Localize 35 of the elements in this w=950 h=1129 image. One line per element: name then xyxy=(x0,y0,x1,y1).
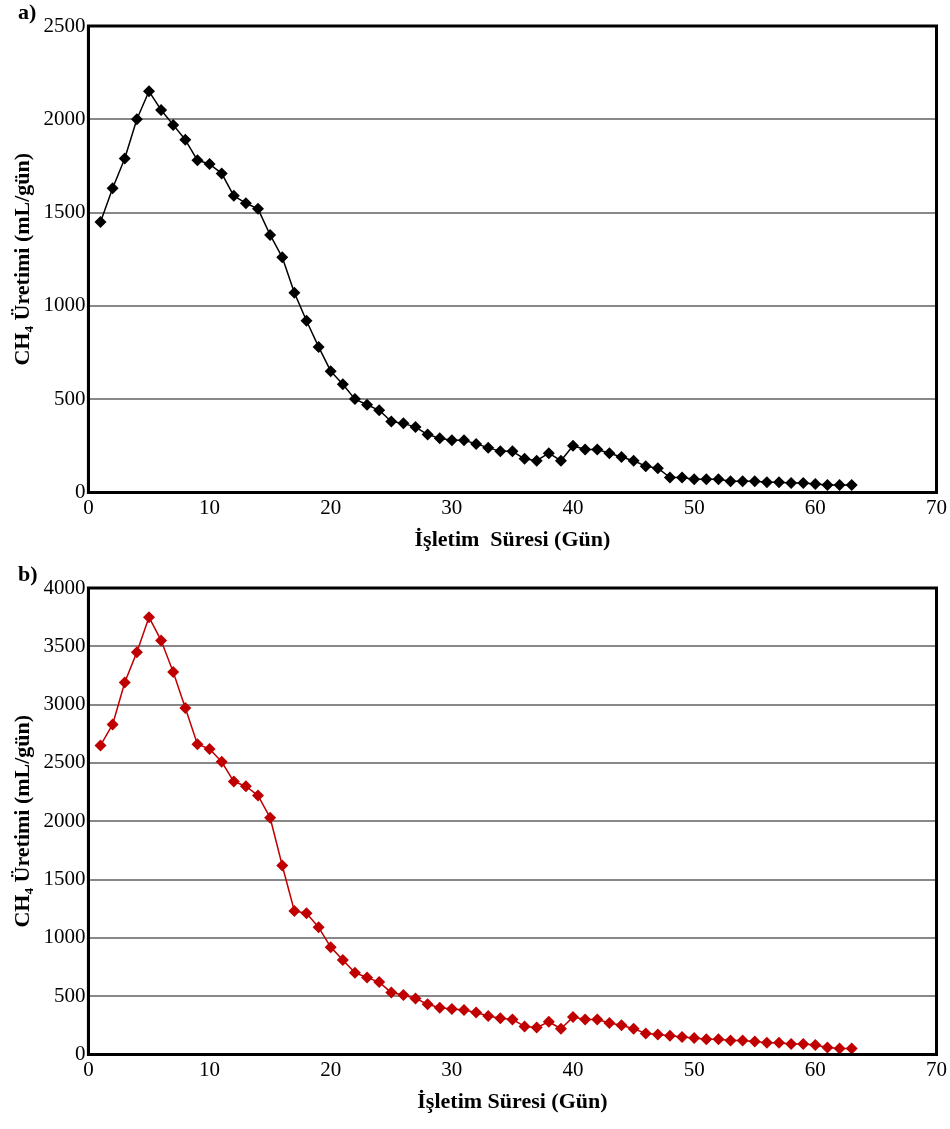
y-tick-label: 1000 xyxy=(43,924,86,949)
x-tick-label: 30 xyxy=(441,494,463,519)
y-tick-label: 500 xyxy=(53,982,86,1007)
y-tick-label: 1000 xyxy=(43,292,86,317)
y-tick-label: 1500 xyxy=(43,199,86,224)
x-tick-label: 20 xyxy=(320,494,342,519)
x-tick-label: 60 xyxy=(804,494,826,519)
x-tick-label: 50 xyxy=(683,494,705,519)
x-axis-title: İşletim Süresi (Gün) xyxy=(417,1088,608,1114)
y-tick-label: 2000 xyxy=(43,105,86,130)
text: a) xyxy=(18,0,37,24)
y-tick-label: 0 xyxy=(74,478,86,503)
y-tick-label: 1500 xyxy=(43,866,86,891)
y-tick-label: 2000 xyxy=(43,807,86,832)
x-tick-label: 30 xyxy=(441,1056,463,1081)
x-tick-label: 40 xyxy=(562,1056,584,1081)
x-tick-label: 50 xyxy=(683,1056,705,1081)
x-tick-label: 70 xyxy=(926,494,947,519)
y-tick-label: 0 xyxy=(74,1040,86,1065)
text: b) xyxy=(18,560,38,586)
y-tick-label: 3000 xyxy=(43,691,86,716)
x-tick-label: 10 xyxy=(199,1056,221,1081)
y-tick-label: 2500 xyxy=(43,749,86,774)
x-tick-label: 60 xyxy=(804,1056,826,1081)
y-tick-label: 3500 xyxy=(43,632,86,657)
y-axis-title: CH₄ Üretimi (mL/gün) xyxy=(8,152,34,366)
x-axis-title: İşletim Süresi (Gün) xyxy=(414,526,611,552)
y-tick-label: 500 xyxy=(53,385,86,410)
x-tick-label: 20 xyxy=(320,1056,342,1081)
y-tick-label: 2500 xyxy=(43,12,86,37)
x-tick-label: 10 xyxy=(199,494,221,519)
x-tick-label: 70 xyxy=(926,1056,947,1081)
x-tick-label: 40 xyxy=(562,494,584,519)
y-axis-title: CH₄ Üretimi (mL/gün) xyxy=(8,714,34,928)
y-tick-label: 4000 xyxy=(43,574,86,599)
